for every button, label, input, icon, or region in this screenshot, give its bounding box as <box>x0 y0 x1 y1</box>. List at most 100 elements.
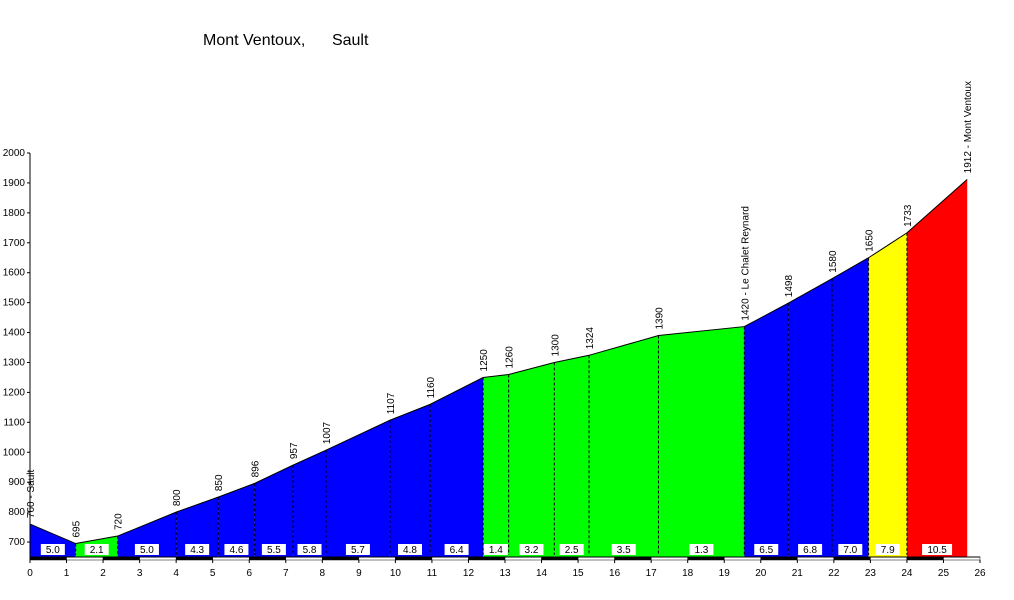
chart-title: Mont Ventoux, Sault <box>203 32 369 49</box>
x-tick-label: 6 <box>246 568 252 579</box>
x-tick-label: 13 <box>499 568 511 579</box>
elevation-label: 760 - Sault <box>26 469 37 518</box>
elevation-label: 1390 <box>654 307 665 330</box>
elevation-label: 1650 <box>865 229 876 252</box>
profile-segment <box>508 362 555 557</box>
elevation-label: 720 <box>114 513 125 530</box>
km-band <box>29 556 981 561</box>
gradient-label: 6.8 <box>803 545 817 556</box>
y-tick-label: 1200 <box>3 387 26 398</box>
gradient-label: 6.4 <box>450 545 464 556</box>
elevation-label: 1580 <box>828 250 839 273</box>
profile-areas <box>30 179 968 557</box>
elevation-label: 1498 <box>784 275 795 298</box>
gradient-label-box <box>838 544 863 555</box>
gradient-label: 4.6 <box>229 545 243 556</box>
gradient-label-box <box>40 544 65 555</box>
gradient-label-box <box>559 544 584 555</box>
y-tick-label: 1900 <box>3 178 26 189</box>
x-tick-label: 26 <box>974 568 986 579</box>
gradient-label-box <box>483 544 508 555</box>
gradient-label-box <box>185 544 210 555</box>
gradient-label-box <box>84 544 109 555</box>
elevation-label: 1420 - Le Chalet Reynard <box>740 206 751 321</box>
y-tick-label: 1600 <box>3 268 26 279</box>
gradient-label-box <box>922 544 953 555</box>
y-tick-label: 1500 <box>3 298 26 309</box>
x-tick-label: 7 <box>283 568 289 579</box>
gradient-labels: 5.0 2.1 5.0 4.3 4.6 5.5 5.8 5.7 4.8 6.4 1.4 3.2 2.5 3… <box>40 544 953 556</box>
elevation-label: 1260 <box>505 346 516 369</box>
y-tick-label: 1100 <box>3 417 25 428</box>
x-tick-label: 8 <box>320 568 326 579</box>
gradient-label-box <box>875 544 900 555</box>
gradient-label-box <box>798 544 823 555</box>
profile-segment <box>906 179 968 557</box>
profile-segment <box>483 374 509 557</box>
axes: 7008009001000110012001300140015001600170… <box>3 148 986 579</box>
y-tick-label: 700 <box>8 537 25 548</box>
elevation-label: 1733 <box>903 204 914 227</box>
gradient-label-box <box>297 544 322 555</box>
elevation-label: 896 <box>251 460 262 477</box>
gradient-label: 4.8 <box>403 545 417 556</box>
profile-segment <box>788 278 833 557</box>
elevation-label: 800 <box>172 489 183 506</box>
y-tick-label: 2000 <box>3 148 26 159</box>
x-tick-label: 22 <box>828 568 840 579</box>
gradient-label: 7.9 <box>881 545 895 556</box>
gradient-label: 5.7 <box>351 545 365 556</box>
gradient-label: 7.0 <box>843 545 857 556</box>
elevation-labels: 760 - Sault 695 720 800 850 896 957 1007 1107 116… <box>26 81 974 537</box>
x-tick-label: 9 <box>356 568 362 579</box>
x-tick-label: 3 <box>137 568 143 579</box>
x-tick-label: 19 <box>719 568 731 579</box>
elevation-label: 1007 <box>322 421 333 444</box>
gradient-label: 1.3 <box>694 545 708 556</box>
profile-segment <box>117 512 177 557</box>
segment-dividers <box>75 232 908 555</box>
gradient-label: 5.0 <box>140 545 154 556</box>
x-tick-label: 0 <box>27 568 33 579</box>
profile-outline <box>29 178 968 545</box>
x-tick-label: 15 <box>573 568 585 579</box>
x-tick-label: 12 <box>463 568 475 579</box>
x-tick-label: 16 <box>609 568 621 579</box>
x-tick-label: 23 <box>865 568 877 579</box>
gradient-label: 10.5 <box>927 545 947 556</box>
profile-segment <box>293 450 326 557</box>
gradient-label: 4.3 <box>190 545 204 556</box>
gradient-label: 2.1 <box>90 545 104 556</box>
y-tick-label: 1700 <box>3 238 26 249</box>
gradient-label: 5.8 <box>303 545 317 556</box>
x-tick-label: 11 <box>427 568 438 579</box>
gradient-label-box <box>345 544 370 555</box>
elevation-label: 850 <box>214 474 225 491</box>
y-tick-label: 900 <box>8 477 25 488</box>
profile-segment <box>868 232 907 557</box>
x-tick-label: 20 <box>755 568 767 579</box>
profile-segment <box>832 257 869 557</box>
gradient-label: 6.5 <box>759 545 773 556</box>
profile-segment <box>254 465 294 557</box>
elevation-label: 1324 <box>585 327 596 350</box>
gradient-label: 3.2 <box>525 545 539 556</box>
x-tick-label: 5 <box>210 568 216 579</box>
gradient-label-box <box>754 544 779 555</box>
elevation-label: 957 <box>289 442 300 459</box>
x-tick-label: 4 <box>173 568 179 579</box>
gradient-label: 2.5 <box>565 545 579 556</box>
gradient-label: 5.0 <box>46 545 60 556</box>
elevation-label: 1250 <box>479 349 490 372</box>
y-tick-label: 1400 <box>3 328 26 339</box>
profile-segment <box>589 335 659 557</box>
elevation-label: 695 <box>72 520 83 537</box>
elevation-label: 1300 <box>550 334 561 357</box>
x-tick-label: 25 <box>938 568 950 579</box>
x-tick-label: 14 <box>536 568 548 579</box>
y-tick-label: 1300 <box>3 357 26 368</box>
y-tick-label: 1800 <box>3 208 26 219</box>
elevation-label: 1160 <box>426 376 437 398</box>
gradient-label: 3.5 <box>617 545 631 556</box>
